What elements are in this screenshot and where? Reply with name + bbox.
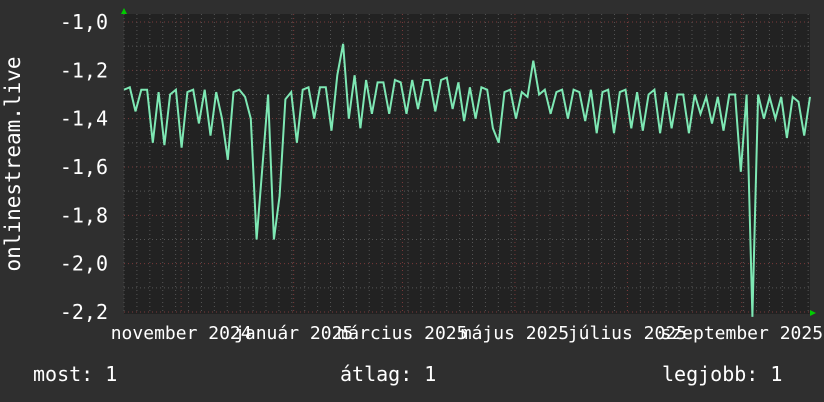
legend-average: átlag: 1 (340, 362, 437, 386)
x-tick-label: március 2025 (337, 323, 467, 344)
y-tick-label: -2,0 (60, 252, 108, 276)
plot-area (124, 14, 810, 314)
y-tick-label: -1,0 (60, 10, 108, 34)
x-tick-label: január 2025 (234, 323, 353, 344)
series-line (123, 43, 811, 317)
x-tick-label: május 2025 (461, 323, 569, 344)
x-axis-arrow (810, 310, 816, 316)
y-tick-label: -1,4 (60, 107, 108, 131)
x-tick-label: november 2024 (111, 323, 252, 344)
y-tick-label: -1,2 (60, 58, 108, 82)
x-tick-label: július 2025 (568, 323, 687, 344)
legend-max: legjobb: 1 (662, 362, 783, 386)
y-tick-label: -1,8 (60, 203, 108, 227)
y-tick-label: -1,6 (60, 155, 108, 179)
y-axis-label: onlinestream.live (1, 57, 25, 272)
x-tick-label: szeptember 2025 (660, 323, 823, 344)
y-axis-arrow (121, 8, 127, 14)
y-tick-label: -2,2 (60, 300, 108, 324)
legend-current: most: 1 (33, 362, 118, 386)
